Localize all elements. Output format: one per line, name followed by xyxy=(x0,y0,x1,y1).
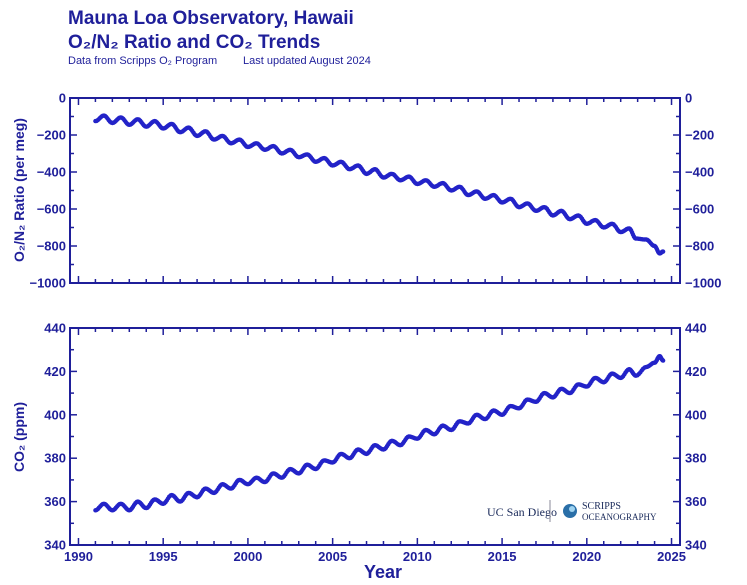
co2-y-tick-label-right: 380 xyxy=(685,451,707,466)
co2-y-tick-label-left: 420 xyxy=(44,364,66,379)
o2n2-y-tick-label-right: −800 xyxy=(685,239,714,254)
co2-data-point xyxy=(660,358,666,363)
chart-title-line1: Mauna Loa Observatory, Hawaii xyxy=(68,8,354,29)
scripps-logo-line1: SCRIPPS xyxy=(582,501,621,512)
co2-y-tick-label-left: 340 xyxy=(44,538,66,553)
o2n2-y-tick-label-left: 0 xyxy=(59,91,66,106)
co2-y-tick-label-right: 440 xyxy=(685,321,707,336)
co2-data-points xyxy=(93,354,666,513)
o2n2-data-points xyxy=(93,113,666,256)
x-axis-label: Year xyxy=(364,562,402,582)
co2-y-tick-label-left: 400 xyxy=(44,407,66,422)
co2-y-tick-label-right: 420 xyxy=(685,364,707,379)
o2n2-y-tick-label-left: −800 xyxy=(37,239,66,254)
chart-subtitle-source: Data from Scripps O₂ Program xyxy=(68,55,217,67)
co2-y-tick-label-left: 440 xyxy=(44,321,66,336)
co2-y-tick-label-right: 400 xyxy=(685,407,707,422)
co2-x-tick-label: 2000 xyxy=(233,549,262,564)
co2-x-tick-label: 1995 xyxy=(149,549,178,564)
o2n2-axis-ticks: 0 0 −200 −200 −400 −400 −600 −600 −800 −800 −1000 −… xyxy=(29,91,721,291)
o2n2-y-tick-label-left: −200 xyxy=(37,128,66,143)
ucsd-logo: UC San Diego xyxy=(487,505,557,519)
co2-x-tick-label: 2010 xyxy=(403,549,432,564)
co2-y-tick-label-right: 360 xyxy=(685,494,707,509)
o2n2-y-tick-label-left: −1000 xyxy=(29,276,66,291)
ucsd-logo-text: UC San Diego xyxy=(487,505,557,519)
scripps-logo-line2: OCEANOGRAPHY xyxy=(582,512,657,522)
co2-y-axis-label: CO₂ (ppm) xyxy=(11,402,27,472)
co2-x-tick-label: 2020 xyxy=(572,549,601,564)
co2-y-tick-label-left: 360 xyxy=(44,494,66,509)
co2-x-tick-label: 2005 xyxy=(318,549,347,564)
o2n2-y-tick-label-right: −1000 xyxy=(685,276,722,291)
chart-subtitle-updated: Last updated August 2024 xyxy=(243,55,371,67)
o2n2-data-point xyxy=(660,249,666,254)
co2-x-tick-label: 2015 xyxy=(488,549,517,564)
co2-y-tick-label-left: 380 xyxy=(44,451,66,466)
scripps-globe-highlight xyxy=(569,506,575,512)
co2-x-tick-label: 2025 xyxy=(657,549,686,564)
o2n2-y-tick-label-right: 0 xyxy=(685,91,692,106)
o2n2-y-tick-label-left: −400 xyxy=(37,165,66,180)
o2n2-y-axis-label: O₂/N₂ Ratio (per meg) xyxy=(11,118,27,262)
o2n2-y-tick-label-right: −400 xyxy=(685,165,714,180)
o2n2-panel: 0 0 −200 −200 −400 −400 −600 −600 −800 −800 −1000 −… xyxy=(11,91,722,291)
co2-y-tick-label-right: 340 xyxy=(685,538,707,553)
scripps-logo: SCRIPPS OCEANOGRAPHY xyxy=(563,501,657,522)
o2n2-y-tick-label-right: −600 xyxy=(685,202,714,217)
chart-title-line2: O₂/N₂ Ratio and CO₂ Trends xyxy=(68,32,320,53)
o2n2-y-tick-label-left: −600 xyxy=(37,202,66,217)
o2n2-y-tick-label-right: −200 xyxy=(685,128,714,143)
co2-x-tick-label: 1990 xyxy=(64,549,93,564)
